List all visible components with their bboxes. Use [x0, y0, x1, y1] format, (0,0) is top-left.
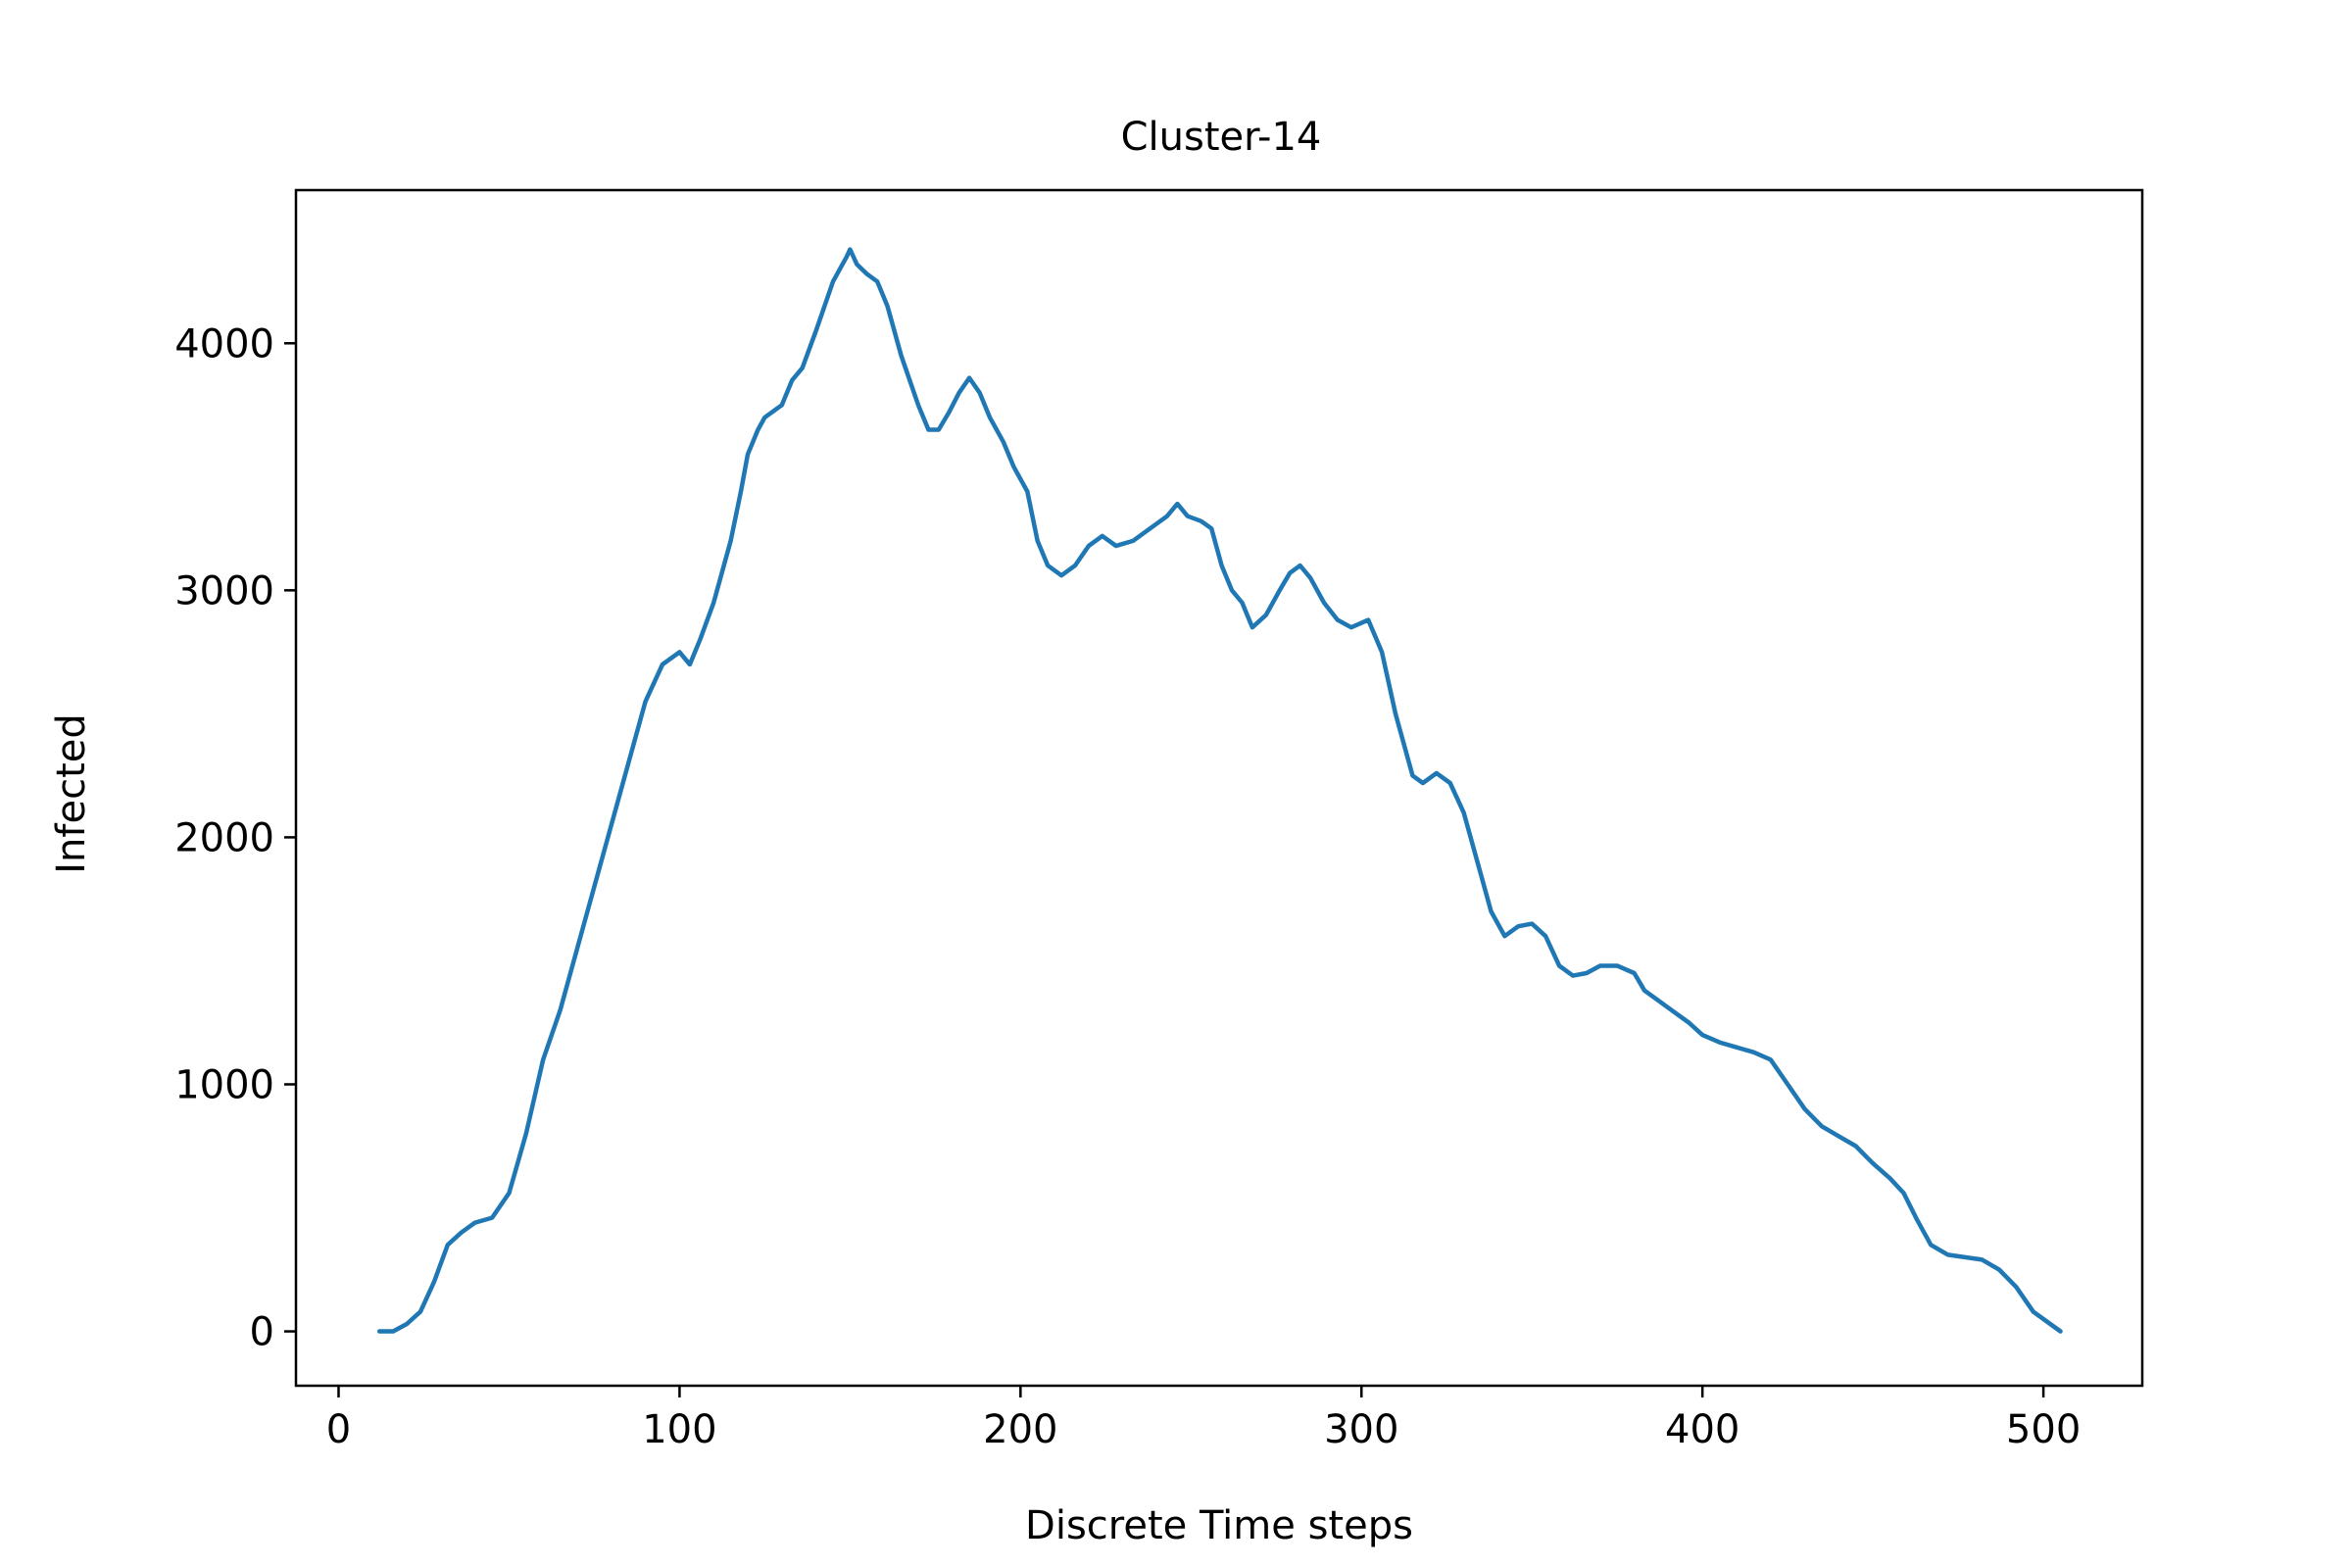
- x-tick-label: 0: [326, 1407, 351, 1452]
- x-axis-ticks: 0 100 200 300 400 500: [326, 1386, 2081, 1452]
- y-tick-label: 2000: [174, 815, 274, 860]
- x-tick-label: 200: [983, 1407, 1057, 1452]
- x-tick-label: 100: [642, 1407, 716, 1452]
- y-tick-label: 1000: [174, 1062, 274, 1107]
- y-axis-label: Infected: [49, 713, 94, 874]
- x-tick-label: 300: [1324, 1407, 1398, 1452]
- series-line: [376, 247, 2063, 1334]
- x-tick-label: 500: [2006, 1407, 2081, 1452]
- x-axis-label: Discrete Time steps: [1025, 1503, 1413, 1548]
- plot-area-frame: [294, 188, 2144, 1388]
- y-tick-label: 4000: [174, 321, 274, 367]
- y-tick-label: 0: [250, 1310, 274, 1355]
- y-tick-label: 3000: [174, 568, 274, 613]
- x-tick-label: 400: [1665, 1407, 1740, 1452]
- y-axis-ticks: 0 1000 2000 3000 4000: [174, 321, 296, 1355]
- series-layer: [376, 247, 2063, 1334]
- chart-title: Cluster-14: [1121, 115, 1322, 160]
